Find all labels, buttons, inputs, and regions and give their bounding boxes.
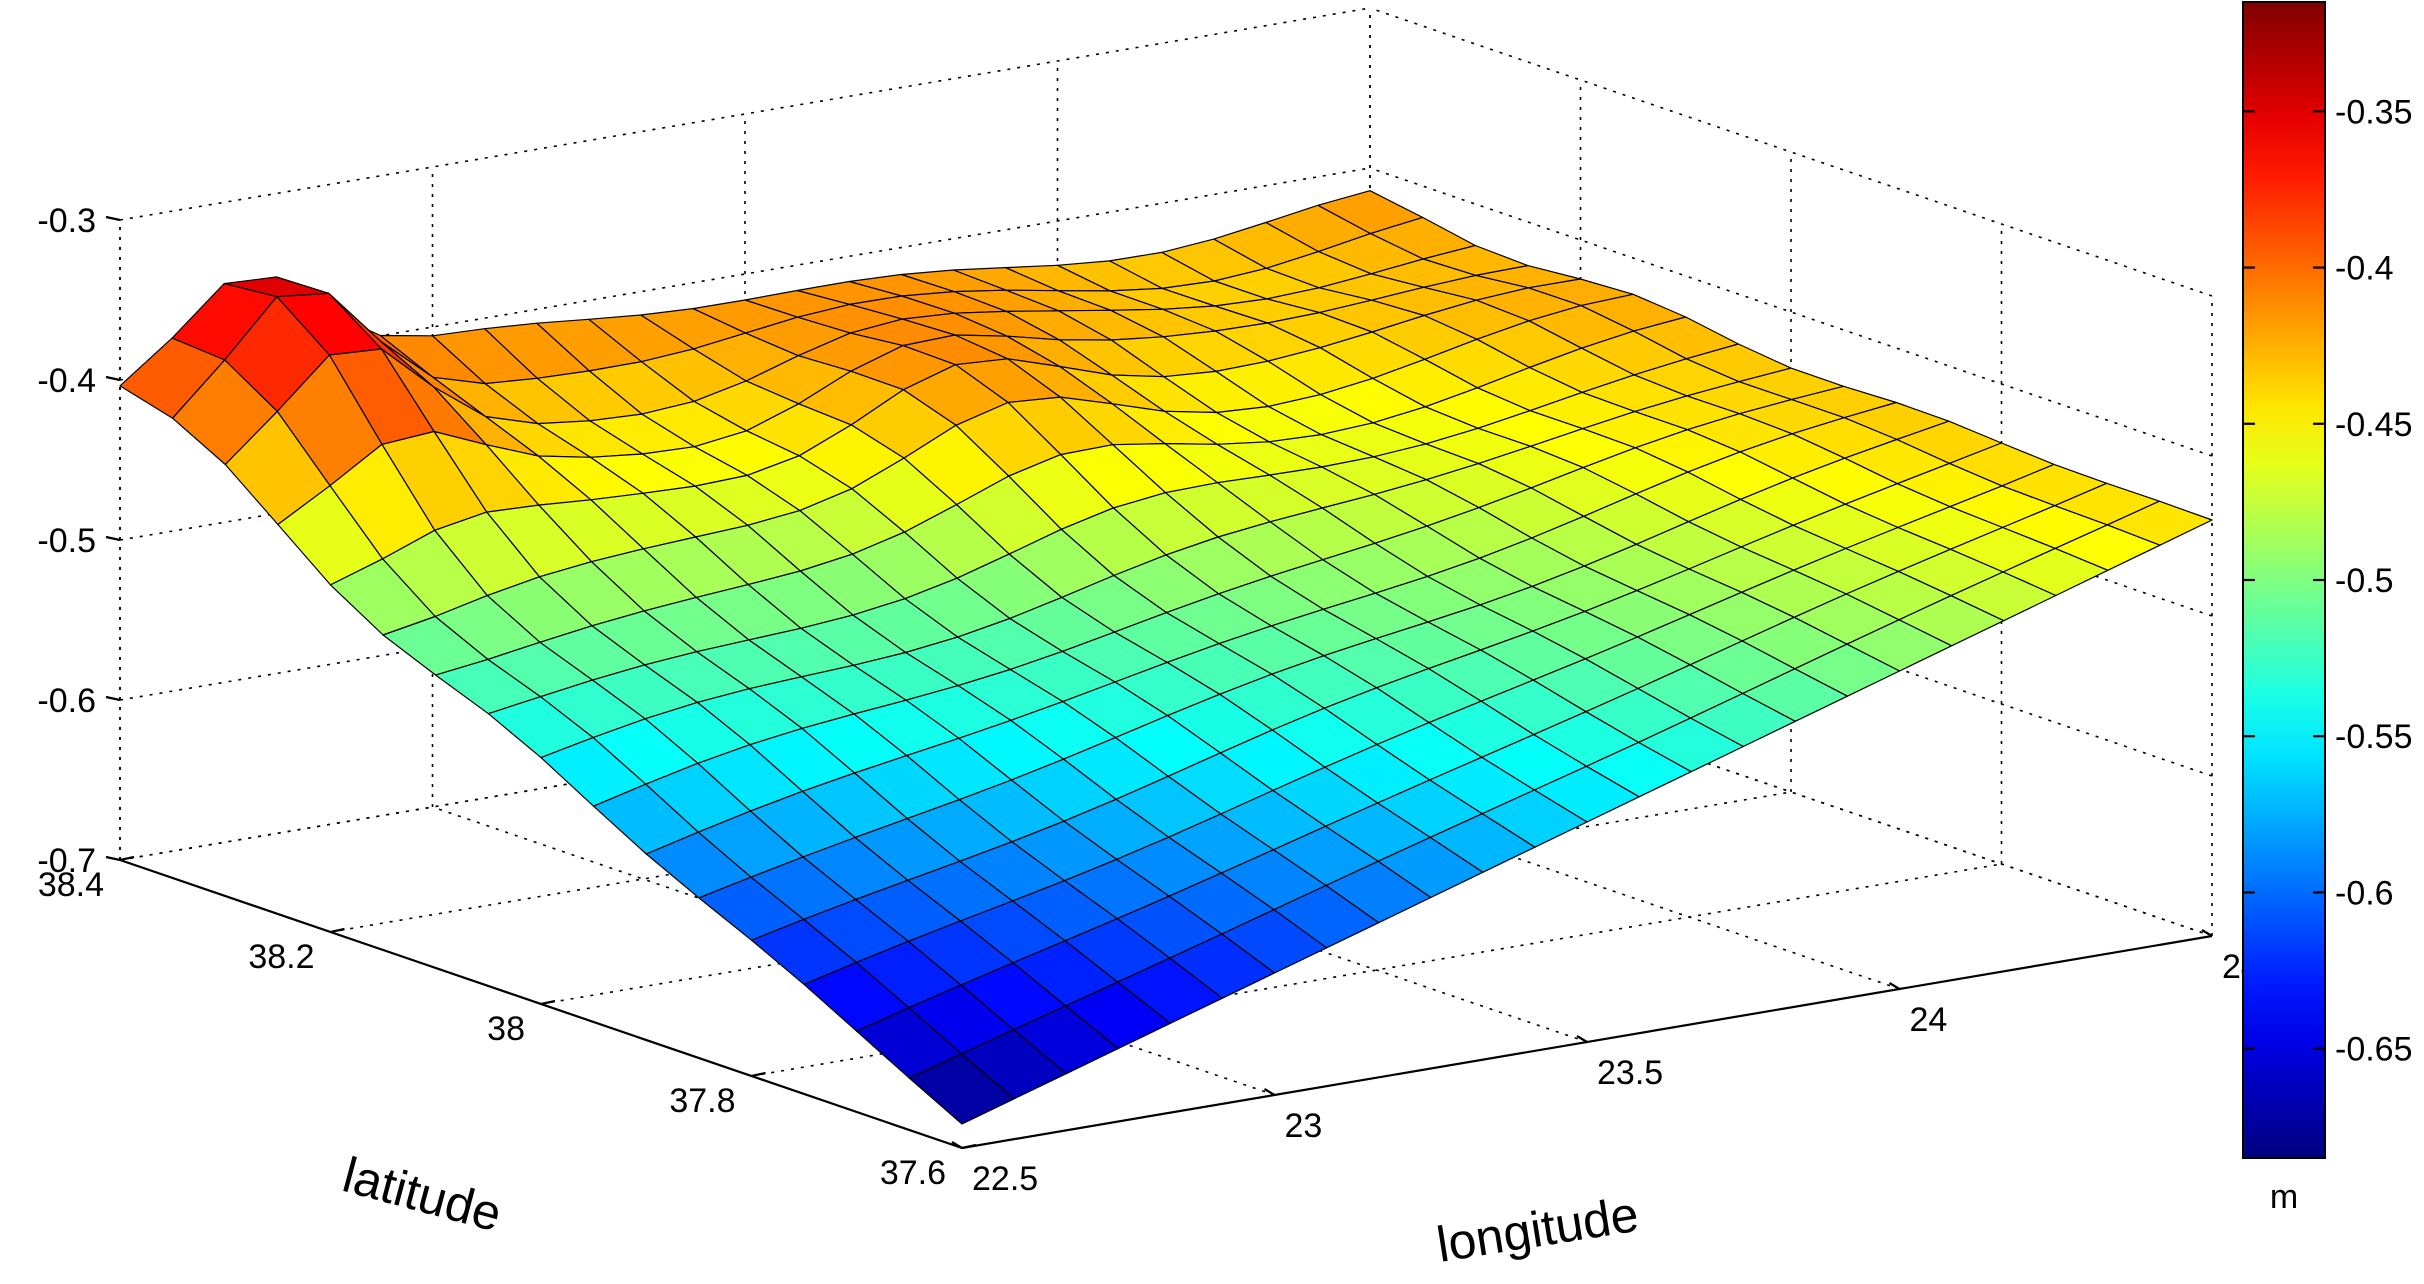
surface-cell	[908, 1053, 1015, 1125]
x-tick-mark	[1263, 1088, 1276, 1096]
x-tick-label: 22.5	[972, 1160, 1038, 1198]
colorbar-tick-label: -0.6	[2335, 874, 2394, 912]
y-tick-mark	[540, 999, 556, 1006]
z-tick-mark	[105, 375, 121, 382]
y-tick-mark	[751, 1071, 766, 1078]
colorbar: -0.35 -0.4 -0.45 -0.5 -0.55 -0.6 -0.65 m	[2242, 1, 2413, 1216]
y-axis-title: latitude	[337, 1147, 507, 1243]
z-tick-mark	[105, 215, 121, 222]
x-tick-label: 23.5	[1597, 1054, 1663, 1092]
x-tick-mark	[2201, 929, 2213, 937]
x-axis-title: longitude	[1433, 1186, 1642, 1273]
colorbar-tick-label: -0.65	[2335, 1031, 2413, 1069]
x-tick-mark	[951, 1141, 963, 1149]
y-tick-mark	[119, 855, 135, 862]
x-tick-label: 23	[1285, 1107, 1323, 1145]
x-tick-mark	[1888, 982, 1901, 990]
grid-line-floor	[330, 719, 1581, 933]
y-tick-label: 37.6	[880, 1154, 946, 1192]
colorbar-tick-label: -0.35	[2335, 93, 2413, 131]
grid-line-wall	[1369, 7, 2213, 297]
z-tick-label: -0.6	[37, 682, 96, 720]
surface-mesh	[119, 190, 2213, 1125]
z-tick-mark	[105, 855, 121, 862]
y-tick-mark	[961, 1143, 977, 1150]
z-tick-label: -0.4	[37, 362, 96, 400]
colorbar-tick-label: -0.4	[2335, 250, 2394, 288]
x-tick-label: 24	[1910, 1001, 1948, 1039]
colorbar-label: m	[2270, 1178, 2298, 1216]
grid-line-wall	[119, 7, 1371, 221]
z-tick-mark	[105, 535, 121, 542]
y-tick-label: 38.2	[248, 938, 314, 976]
z-tick-label: -0.5	[37, 522, 96, 560]
x-tick-mark	[1576, 1035, 1588, 1043]
colorbar-gradient	[2242, 1, 2326, 1159]
z-tick-label: -0.7	[37, 842, 96, 880]
y-tick-mark	[330, 927, 345, 934]
colorbar-tick-label: -0.55	[2335, 718, 2413, 756]
grid-line-floor	[540, 791, 1792, 1005]
grid-line-wall	[1369, 167, 2213, 457]
grid-line-floor	[432, 806, 1275, 1096]
y-tick-label: 38.4	[38, 866, 104, 904]
z-tick-mark	[105, 695, 121, 702]
grid-line-wall	[119, 647, 1371, 861]
colorbar-tick-label: -0.45	[2335, 406, 2413, 444]
y-tick-label: 37.8	[669, 1082, 735, 1120]
grid-line-wall	[119, 487, 1371, 701]
z-tick-label: -0.3	[37, 202, 96, 240]
y-tick-label: 38	[487, 1010, 525, 1048]
colorbar-tick-label: -0.5	[2335, 562, 2394, 600]
